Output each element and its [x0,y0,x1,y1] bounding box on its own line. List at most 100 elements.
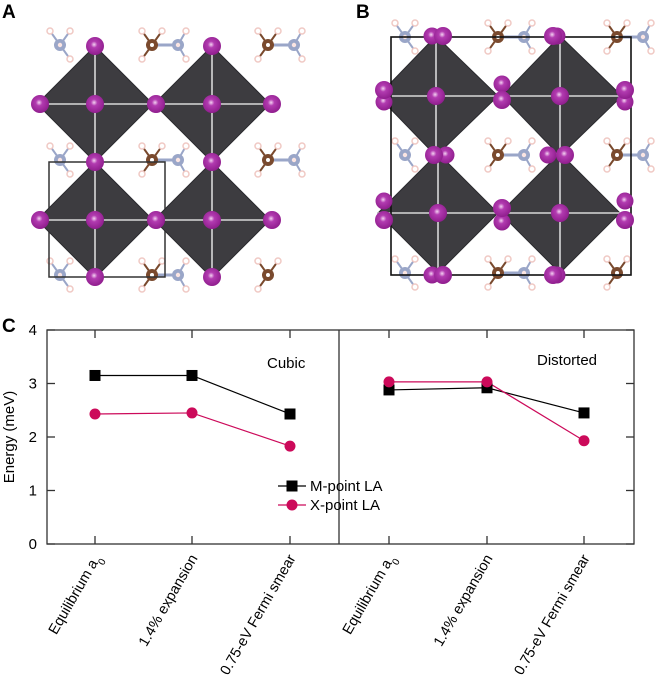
hydrogen-atom [484,255,492,263]
legend-label-x-point: X-point LA [310,497,380,514]
hydrogen-atom [66,55,74,63]
iodine-atom [147,211,165,229]
group-label-distorted: Distorted [537,352,597,369]
hydrogen-atom [158,27,166,35]
hydrogen-atom [274,257,282,265]
iodine-atom [31,95,49,113]
nitrogen-highlight [57,157,63,163]
hydrogen-atom [484,137,492,145]
iodine-atom [375,211,393,229]
hydrogen-atom [254,257,262,265]
panel-label-b: B [356,2,370,23]
hydrogen-atom [647,19,655,27]
hydrogen-atom [484,47,492,55]
data-point-m-point-cubic [186,369,198,381]
iodine-atom [556,146,574,164]
hydrogen-atom [603,165,611,173]
hydrogen-atom [46,257,54,265]
carbon-highlight [266,273,270,277]
iodine-atom [493,199,511,217]
hydrogen-atom [391,19,399,27]
iodine-atom [551,204,569,222]
iodine-atom [429,204,447,222]
carbon-highlight [150,43,154,47]
hydrogen-atom [138,170,146,178]
iodine-atom [203,268,221,286]
category-label: 1.4% expansion [136,552,201,649]
hydrogen-atom [66,257,74,265]
iodine-atom [86,268,104,286]
iodine-atom [86,95,104,113]
category-label: Equilibrium a0 [340,552,403,640]
hydrogen-atom [298,27,306,35]
hydrogen-atom [623,137,631,145]
legend-marker-x-point [286,499,298,511]
iodine-atom [616,211,634,229]
hydrogen-atom [66,170,74,178]
hydrogen-atom [528,47,536,55]
iodine-atom [203,211,221,229]
y-tick-label: 3 [29,376,37,393]
hydrogen-atom [182,55,190,63]
hydrogen-atom [647,165,655,173]
data-point-x-point-cubic [186,407,198,419]
hydrogen-atom [66,27,74,35]
iodine-atom [263,95,281,113]
hydrogen-atom [647,137,655,145]
nitrogen-highlight [175,157,181,163]
category-label: 1.4% expansion [431,552,496,649]
data-point-x-point-distorted [481,376,493,388]
legend-marker-m-point [286,480,298,492]
data-point-m-point-cubic [284,408,296,420]
panel-label-c: C [2,316,16,337]
carbon-highlight [266,158,270,162]
carbon-highlight [150,158,154,162]
nitrogen-highlight [175,42,181,48]
nitrogen-highlight [291,42,297,48]
cubic-structure-diagram [31,27,306,293]
iodine-atom [427,87,445,105]
iodine-atom [425,146,443,164]
hydrogen-atom [46,27,54,35]
nitrogen-highlight [521,152,527,158]
hydrogen-atom [484,19,492,27]
y-tick-label: 2 [29,429,37,446]
hydrogen-atom [254,170,262,178]
hydrogen-atom [528,137,536,145]
hydrogen-atom [603,19,611,27]
iodine-atom [551,87,569,105]
y-tick-label: 1 [29,483,37,500]
iodine-atom [375,81,393,99]
hydrogen-atom [182,142,190,150]
hydrogen-atom [603,137,611,145]
data-point-m-point-distorted [383,384,395,396]
hydrogen-atom [254,142,262,150]
data-point-m-point-distorted [578,407,590,419]
hydrogen-atom [254,27,262,35]
iodine-atom [539,146,557,164]
legend-label-m-point: M-point LA [310,478,383,495]
data-point-m-point-distorted [481,382,493,394]
carbon-highlight [266,43,270,47]
hydrogen-atom [66,285,74,293]
iodine-atom [616,192,634,210]
iodine-atom [544,266,562,284]
hydrogen-atom [411,47,419,55]
iodine-atom [86,37,104,55]
hydrogen-atom [391,137,399,145]
hydrogen-atom [298,142,306,150]
iodine-atom [375,192,393,210]
data-point-x-point-cubic [89,408,101,420]
hydrogen-atom [138,55,146,63]
hydrogen-atom [254,285,262,293]
distorted-structure-diagram [375,19,655,291]
y-tick-label: 0 [29,536,37,553]
hydrogen-atom [138,27,146,35]
data-point-x-point-distorted [578,435,590,447]
hydrogen-atom [528,19,536,27]
nitrogen-highlight [640,34,646,40]
nitrogen-highlight [291,157,297,163]
series-layer [89,369,590,452]
data-point-m-point-cubic [89,369,101,381]
iodine-atom [147,95,165,113]
